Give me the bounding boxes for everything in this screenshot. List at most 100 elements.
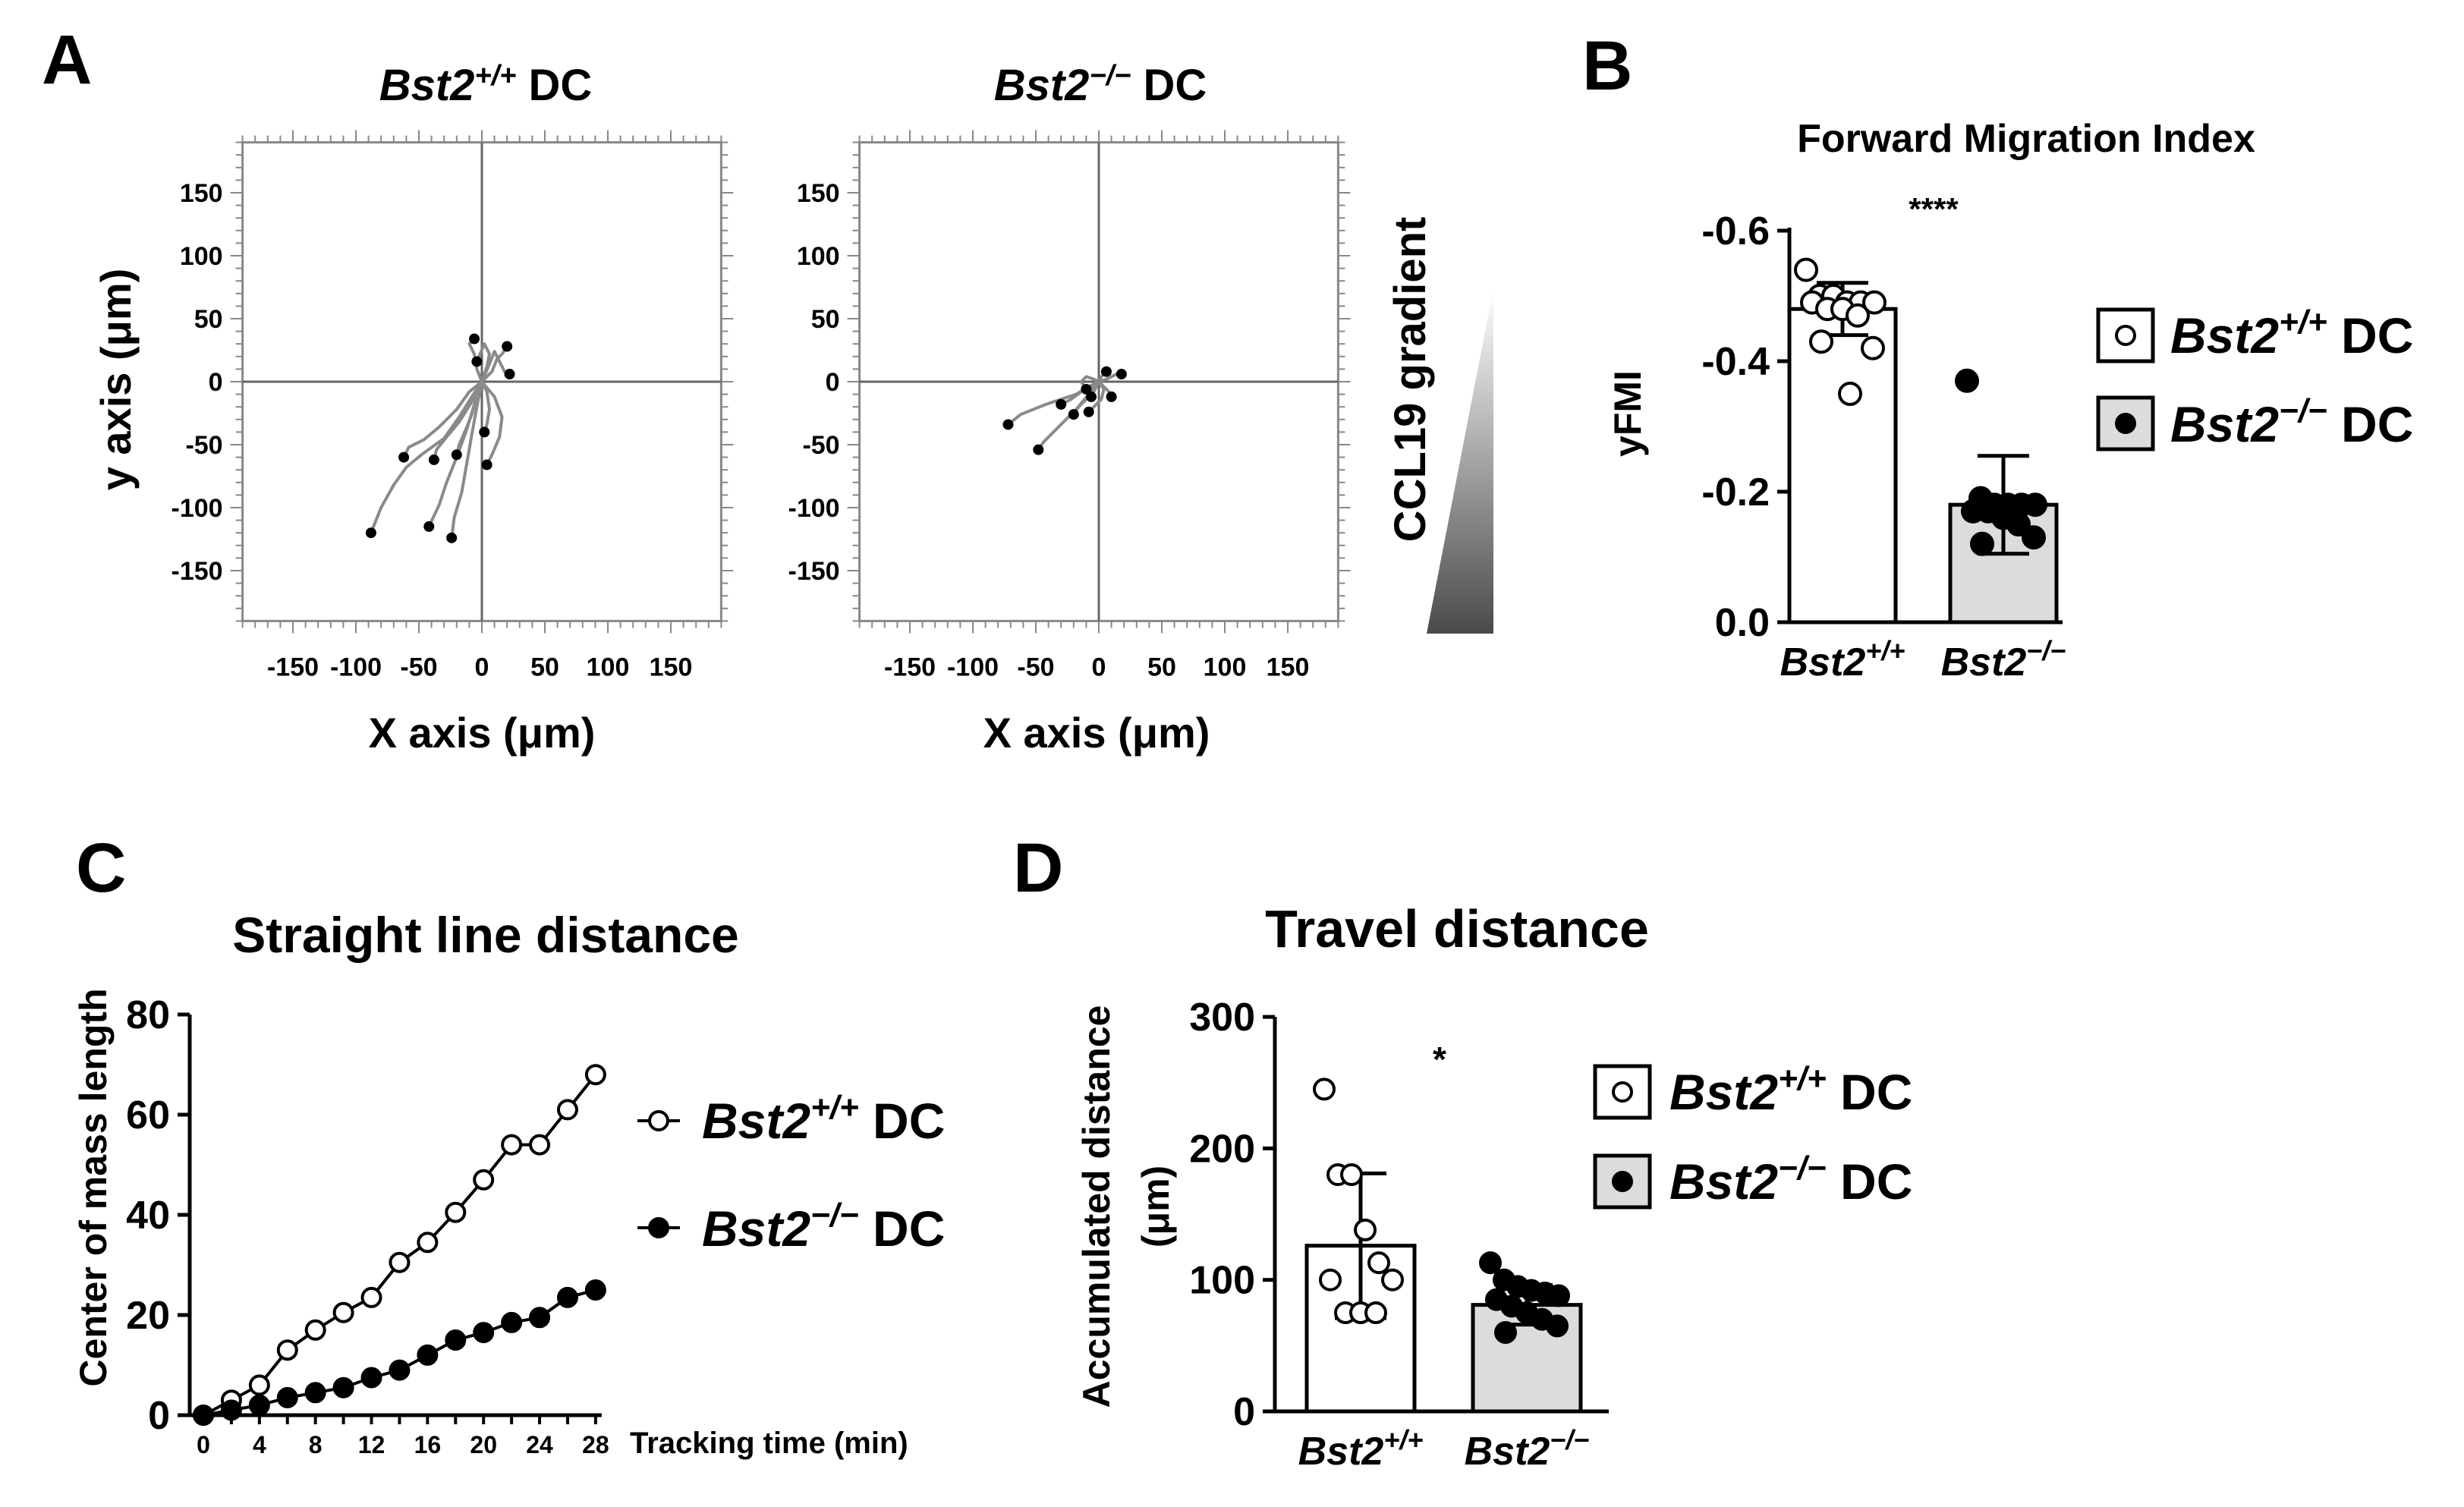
d-data-point bbox=[1367, 1251, 1390, 1275]
c-y-tick-label: 60 bbox=[126, 1093, 170, 1137]
a-left-track bbox=[480, 345, 508, 383]
a-left-track-endpoint bbox=[481, 459, 492, 470]
a-left-y-tick-label: -150 bbox=[172, 557, 223, 586]
b-data-point bbox=[1955, 368, 1979, 393]
panel-a-left-title-suffix: DC bbox=[516, 61, 592, 110]
legend-d-wt-label: Bst2+/+ DC bbox=[1669, 1060, 1912, 1120]
c-wt-point bbox=[584, 1064, 606, 1086]
c-wt-point bbox=[389, 1251, 411, 1273]
b-data-point bbox=[1794, 257, 1818, 282]
d-data-point bbox=[1479, 1251, 1502, 1275]
c-ko-point bbox=[445, 1329, 467, 1351]
c-ko-point bbox=[556, 1286, 578, 1308]
c-wt-point bbox=[529, 1134, 551, 1156]
a-right-y-tick-label: -50 bbox=[802, 431, 839, 460]
a-left-track-endpoint bbox=[451, 449, 462, 461]
panel-b: B Forward Migration Index yFMI **** -0.6… bbox=[1582, 27, 2413, 684]
panel-d-cat2-label: Bst2−/− bbox=[1465, 1424, 1590, 1474]
c-x-tick-label: 20 bbox=[470, 1431, 497, 1458]
legend-b-wt-label: Bst2+/+ DC bbox=[2170, 304, 2413, 363]
d-data-point bbox=[1547, 1284, 1570, 1307]
panel-c-xlabel: Tracking time (min) bbox=[630, 1427, 908, 1460]
d-y-tick-label: 100 bbox=[1189, 1259, 1255, 1303]
c-ko-point bbox=[193, 1405, 214, 1426]
legend-b-ko-label: Bst2−/− DC bbox=[2170, 392, 2413, 452]
legend-c-ko-marker bbox=[648, 1217, 669, 1238]
panel-a-left-title-sup: +/+ bbox=[474, 60, 516, 92]
panel-a-left-xlabel: X axis (μm) bbox=[369, 709, 596, 757]
d-data-point bbox=[1340, 1163, 1363, 1187]
panel-a-right-title-sup: −/− bbox=[1089, 60, 1131, 92]
a-left-y-tick-label: -50 bbox=[185, 431, 222, 460]
a-left-track bbox=[450, 381, 483, 539]
c-ko-point bbox=[584, 1279, 606, 1301]
a-right-x-tick-label: 150 bbox=[1267, 653, 1310, 681]
c-wt-point bbox=[501, 1134, 523, 1156]
c-x-tick-label: 12 bbox=[358, 1431, 385, 1458]
a-right-x-tick-label: 100 bbox=[1204, 653, 1247, 681]
b-data-point bbox=[1862, 290, 1887, 315]
c-ko-point bbox=[529, 1307, 551, 1329]
a-right-track-endpoint bbox=[1081, 383, 1092, 395]
legend-d-wt-marker bbox=[1612, 1081, 1633, 1103]
d-data-point bbox=[1313, 1078, 1336, 1101]
c-wt-point bbox=[445, 1201, 467, 1223]
panel-b-ylabel: yFMI bbox=[1606, 370, 1649, 457]
a-right-track bbox=[1079, 375, 1100, 391]
b-data-point bbox=[2022, 525, 2046, 550]
d-data-point bbox=[1319, 1268, 1342, 1291]
a-right-track-endpoint bbox=[1086, 391, 1097, 402]
a-left-track bbox=[455, 381, 483, 455]
b-data-point bbox=[1809, 329, 1833, 354]
d-data-point bbox=[1494, 1321, 1517, 1345]
a-left-x-tick-label: 50 bbox=[530, 653, 559, 681]
panel-d: D Travel distance Accumulated distance (… bbox=[1013, 829, 1912, 1474]
a-left-track-endpoint bbox=[428, 454, 439, 465]
panel-b-significance: **** bbox=[1909, 191, 1959, 227]
a-right-x-tick-label: -150 bbox=[884, 653, 936, 681]
panel-b-legend: Bst2+/+ DC Bst2−/− DC bbox=[2096, 304, 2413, 452]
b-data-point bbox=[2006, 512, 2031, 536]
panel-d-ylabel-line1: Accumulated distance bbox=[1075, 1005, 1118, 1408]
d-data-point bbox=[1546, 1314, 1569, 1338]
a-right-y-tick-label: -150 bbox=[788, 557, 840, 586]
a-right-track-endpoint bbox=[1083, 406, 1094, 417]
b-data-point bbox=[1970, 531, 1994, 556]
a-left-track bbox=[370, 380, 483, 533]
panel-d-legend: Bst2+/+ DC Bst2−/− DC bbox=[1593, 1060, 1912, 1210]
panel-a-right-title-gene: Bst2 bbox=[994, 61, 1090, 110]
panel-c-label: C bbox=[76, 829, 126, 907]
b-bar bbox=[1787, 307, 1898, 625]
c-ko-point bbox=[473, 1322, 495, 1344]
a-right-track-endpoint bbox=[1106, 391, 1117, 402]
c-ko-point bbox=[501, 1311, 523, 1333]
panel-b-cat2-label: Bst2−/− bbox=[1941, 635, 2066, 684]
a-right-track bbox=[1060, 380, 1100, 406]
a-left-x-tick-label: 0 bbox=[475, 653, 489, 681]
d-data-point bbox=[1381, 1268, 1404, 1291]
c-wt-point bbox=[248, 1374, 270, 1396]
a-left-track bbox=[402, 380, 483, 458]
a-left-track bbox=[432, 381, 483, 461]
a-left-track-endpoint bbox=[471, 356, 483, 367]
d-y-tick-label: 200 bbox=[1189, 1127, 1255, 1171]
a-left-track-endpoint bbox=[365, 527, 376, 539]
a-right-y-tick-label: 50 bbox=[811, 305, 840, 334]
c-x-tick-label: 24 bbox=[526, 1431, 553, 1458]
d-y-tick-label: 300 bbox=[1189, 996, 1255, 1040]
panel-d-plot: 0 100 200 300 bbox=[1189, 996, 1609, 1434]
ccl19-gradient-wedge bbox=[1427, 288, 1493, 634]
a-right-x-tick-label: 50 bbox=[1147, 653, 1176, 681]
a-right-y-tick-label: 100 bbox=[797, 242, 840, 271]
panel-c-title: Straight line distance bbox=[232, 907, 738, 963]
c-wt-point bbox=[304, 1319, 326, 1341]
legend-d-ko-label: Bst2−/− DC bbox=[1669, 1150, 1912, 1210]
a-left-track-endpoint bbox=[398, 451, 410, 463]
a-left-track bbox=[480, 380, 504, 466]
legend-b-ko-marker bbox=[2115, 413, 2136, 434]
panel-a-right-plot: -150 -100 -50 0 50 100 150 150 100 50 0 -50 -100 -150 bbox=[788, 130, 1351, 681]
a-right-y-tick-label: 0 bbox=[826, 368, 840, 397]
a-left-track-endpoint bbox=[423, 521, 435, 532]
legend-b-wt-marker bbox=[2115, 325, 2136, 346]
panel-a-ylabel: y axis (μm) bbox=[92, 269, 140, 491]
